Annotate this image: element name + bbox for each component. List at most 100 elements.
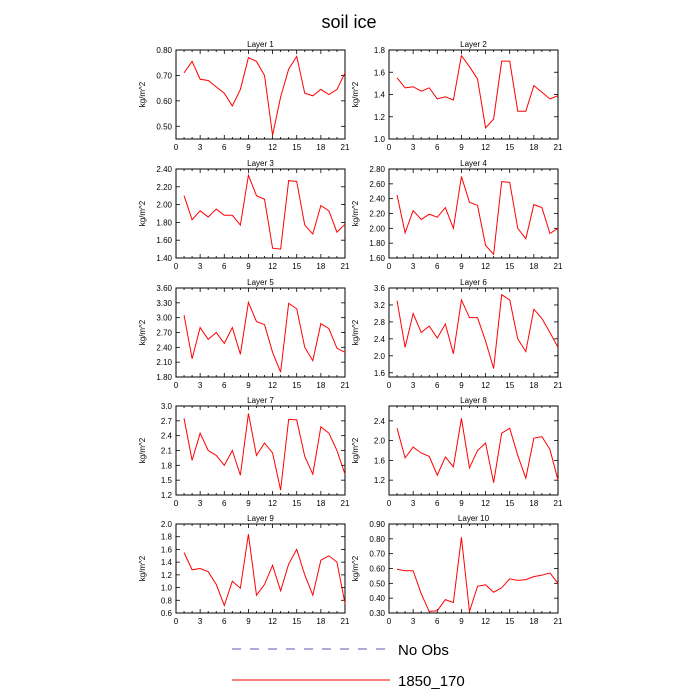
y-tick-label: 1.6 (374, 68, 386, 77)
y-tick-label: 2.4 (374, 335, 386, 344)
panel-title: Layer 7 (247, 396, 274, 405)
y-tick-label: 1.4 (374, 91, 386, 100)
x-tick-label: 18 (529, 143, 538, 152)
x-tick-label: 12 (481, 143, 490, 152)
panel-2: Layer 2 kg/m^2 0 3 6 9 12 15 18 21 1.0 1.2 1.4 1.6 1.8 (351, 40, 563, 152)
y-tick-label: 3.0 (161, 402, 173, 411)
x-tick-label: 15 (505, 262, 514, 271)
x-tick-label: 21 (341, 617, 350, 626)
x-tick-label: 6 (435, 499, 440, 508)
y-tick-label: 1.2 (374, 113, 386, 122)
y-tick-label: 2.8 (374, 318, 386, 327)
y-tick-label: 2.20 (156, 183, 172, 192)
y-tick-label: 2.40 (369, 195, 385, 204)
panel-10: Layer 10 kg/m^2 0 3 6 9 12 15 18 21 0.30 0.40 0.50 0.… (351, 514, 563, 626)
x-tick-label: 15 (505, 617, 514, 626)
x-tick-label: 9 (246, 381, 251, 390)
x-tick-label: 18 (316, 381, 325, 390)
x-tick-label: 21 (341, 381, 350, 390)
x-tick-label: 6 (222, 617, 227, 626)
x-tick-label: 6 (435, 381, 440, 390)
y-tick-label: 1.60 (369, 254, 385, 263)
x-tick-label: 0 (387, 381, 392, 390)
series-line-7 (183, 413, 346, 491)
y-tick-label: 3.2 (374, 301, 386, 310)
panel-title: Layer 9 (247, 514, 274, 523)
x-tick-label: 3 (411, 143, 416, 152)
x-tick-label: 15 (292, 617, 301, 626)
panel-title: Layer 4 (460, 159, 487, 168)
x-tick-label: 12 (268, 381, 277, 390)
x-tick-label: 21 (554, 381, 563, 390)
x-tick-label: 6 (435, 262, 440, 271)
y-tick-label: 2.60 (369, 180, 385, 189)
x-tick-label: 12 (481, 499, 490, 508)
series-line-10 (396, 537, 559, 613)
x-tick-label: 18 (529, 262, 538, 271)
series-line-5 (183, 300, 346, 373)
x-tick-label: 18 (529, 499, 538, 508)
x-tick-label: 21 (554, 499, 563, 508)
y-tick-label: 2.40 (156, 165, 172, 174)
x-tick-label: 0 (174, 143, 179, 152)
panel-title: Layer 1 (247, 40, 274, 49)
x-tick-label: 12 (268, 262, 277, 271)
y-axis-label: kg/m^2 (351, 200, 360, 226)
y-tick-label: 3.30 (156, 299, 172, 308)
y-axis-label: kg/m^2 (138, 81, 147, 107)
y-tick-label: 0.8 (161, 596, 173, 605)
y-tick-label: 2.4 (161, 432, 173, 441)
x-tick-label: 15 (505, 143, 514, 152)
x-tick-label: 0 (174, 381, 179, 390)
panel-title: Layer 8 (460, 396, 487, 405)
y-tick-label: 0.70 (369, 550, 385, 559)
x-tick-label: 12 (268, 617, 277, 626)
y-tick-label: 2.0 (374, 437, 386, 446)
y-tick-label: 1.4 (161, 558, 173, 567)
plot-frame (175, 168, 346, 259)
plot-frame (175, 287, 346, 378)
y-tick-label: 0.60 (369, 565, 385, 574)
series-line-4 (396, 176, 559, 256)
y-tick-label: 0.80 (156, 46, 172, 55)
y-axis-label: kg/m^2 (138, 555, 147, 581)
y-tick-label: 0.40 (369, 594, 385, 603)
y-tick-label: 3.00 (156, 314, 172, 323)
x-tick-label: 6 (435, 617, 440, 626)
y-axis-label: kg/m^2 (351, 437, 360, 463)
x-tick-label: 18 (529, 381, 538, 390)
x-tick-label: 18 (529, 617, 538, 626)
x-tick-label: 18 (316, 262, 325, 271)
y-tick-label: 1.6 (374, 369, 386, 378)
y-tick-label: 1.8 (374, 46, 386, 55)
panel-6: Layer 6 kg/m^2 0 3 6 9 12 15 18 21 1.6 2.0 2.4 2.8 3.2… (351, 278, 563, 390)
panel-title: Layer 3 (247, 159, 274, 168)
plot-frame (388, 287, 559, 378)
x-tick-label: 0 (387, 617, 392, 626)
series-line-2 (396, 54, 559, 129)
x-tick-label: 9 (459, 499, 464, 508)
series-line-3 (183, 173, 346, 250)
x-tick-label: 3 (411, 381, 416, 390)
x-tick-label: 12 (268, 143, 277, 152)
y-axis-label: kg/m^2 (138, 319, 147, 345)
y-tick-label: 0.70 (156, 71, 172, 80)
x-tick-label: 6 (222, 381, 227, 390)
y-tick-label: 2.10 (156, 358, 172, 367)
x-tick-label: 6 (222, 262, 227, 271)
x-tick-label: 12 (481, 617, 490, 626)
y-axis-label: kg/m^2 (351, 555, 360, 581)
plot-frame (175, 405, 346, 496)
y-tick-label: 0.6 (161, 609, 173, 618)
y-axis-label: kg/m^2 (351, 81, 360, 107)
x-tick-label: 9 (459, 381, 464, 390)
panel-1: Layer 1 kg/m^2 0 3 6 9 12 15 18 21 0.50 0.60 0.70 0.8… (138, 40, 350, 152)
panel-5: Layer 5 kg/m^2 0 3 6 9 12 15 18 21 1.80 2.10 2.40 2.7… (138, 278, 350, 390)
y-tick-label: 1.6 (374, 456, 386, 465)
panel-8: Layer 8 kg/m^2 0 3 6 9 12 15 18 21 1.2 1.6 2.0 2.4 (351, 396, 563, 508)
y-tick-label: 1.8 (161, 533, 173, 542)
y-tick-label: 1.2 (161, 491, 173, 500)
y-tick-label: 2.00 (156, 201, 172, 210)
plot-frame (388, 405, 559, 496)
panel-grid: Layer 1kg/m^20 3 6 9 12 15 18 210.500.600.700.8… (138, 40, 563, 626)
